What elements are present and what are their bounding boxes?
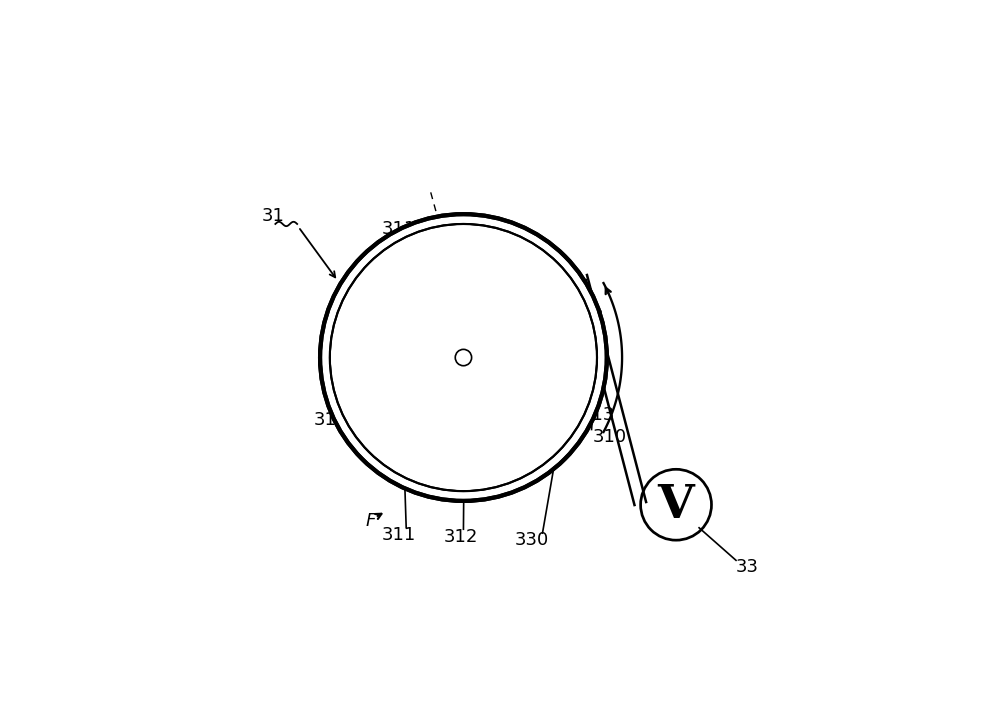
Circle shape xyxy=(320,214,607,501)
Text: 31: 31 xyxy=(262,207,285,225)
Polygon shape xyxy=(346,287,466,361)
Polygon shape xyxy=(346,354,466,428)
Polygon shape xyxy=(461,354,581,428)
Polygon shape xyxy=(461,354,581,428)
Text: 311: 311 xyxy=(382,220,416,239)
Polygon shape xyxy=(459,224,468,358)
Polygon shape xyxy=(461,287,581,361)
Text: 310: 310 xyxy=(593,428,627,445)
Text: 310: 310 xyxy=(314,411,348,429)
Polygon shape xyxy=(459,358,468,491)
PathPatch shape xyxy=(320,214,607,501)
Circle shape xyxy=(455,349,472,366)
Polygon shape xyxy=(459,224,468,358)
Polygon shape xyxy=(346,287,466,361)
Text: F: F xyxy=(366,512,376,530)
Polygon shape xyxy=(346,354,466,428)
Circle shape xyxy=(641,469,711,540)
Text: V: V xyxy=(658,481,694,527)
Circle shape xyxy=(330,224,597,491)
Text: 312: 312 xyxy=(444,528,478,547)
Text: 311: 311 xyxy=(382,526,416,544)
Polygon shape xyxy=(459,358,468,491)
Text: 33: 33 xyxy=(736,559,759,576)
Text: F: F xyxy=(450,232,460,249)
Text: 313: 313 xyxy=(581,406,615,424)
Polygon shape xyxy=(461,287,581,361)
Text: 330: 330 xyxy=(515,531,549,549)
